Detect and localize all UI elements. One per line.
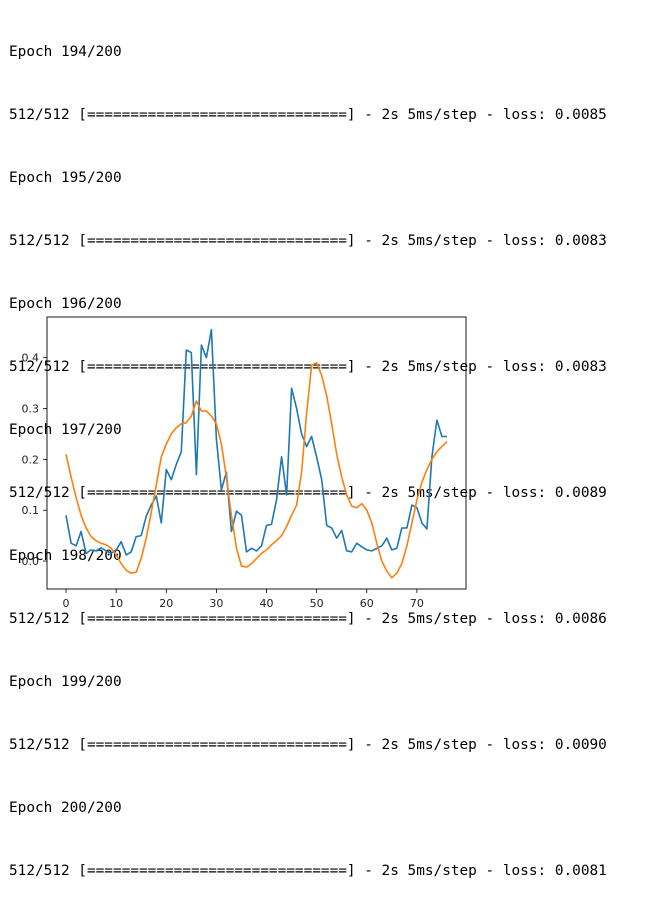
y-tick-label: 0.0 (22, 555, 40, 568)
y-tick-label: 0.4 (22, 352, 40, 365)
log-line-progress-196: 512/512 [==============================]… (9, 359, 607, 375)
line-chart: 0 10 20 30 40 50 60 70 0.0 0.1 0.2 0.3 0.4 (22, 316, 467, 610)
log-line-progress-194: 512/512 [==============================]… (9, 107, 607, 123)
x-axis: 0 10 20 30 40 50 60 70 (63, 589, 424, 610)
log-line-epoch-195: Epoch 195/200 (9, 170, 122, 186)
log-line-epoch-200: Epoch 200/200 (9, 800, 122, 816)
log-line-progress-198: 512/512 [==============================]… (9, 611, 607, 627)
log-line-epoch-194: Epoch 194/200 (9, 44, 122, 60)
y-tick-label: 0.1 (22, 504, 40, 517)
y-tick-label: 0.3 (22, 403, 40, 416)
x-tick-label: 60 (360, 597, 374, 610)
log-line-progress-195: 512/512 [==============================]… (9, 233, 607, 249)
log-line-epoch-197: Epoch 197/200 (9, 422, 122, 438)
log-line-epoch-198: Epoch 198/200 (9, 548, 122, 564)
series-line-2 (65, 361, 448, 579)
log-line-progress-199: 512/512 [==============================]… (9, 737, 607, 753)
plot-frame (46, 316, 467, 590)
x-tick-label: 50 (310, 597, 324, 610)
x-tick-label: 40 (260, 597, 274, 610)
y-tick-label: 0.2 (22, 453, 40, 466)
x-tick-label: 30 (209, 597, 223, 610)
log-line-epoch-196: Epoch 196/200 (9, 296, 122, 312)
y-axis: 0.0 0.1 0.2 0.3 0.4 (22, 352, 47, 568)
chart-lines (65, 328, 448, 579)
x-tick-label: 20 (159, 597, 173, 610)
log-line-epoch-199: Epoch 199/200 (9, 674, 122, 690)
series-line-1 (65, 328, 447, 556)
x-tick-label: 0 (63, 597, 70, 610)
log-line-progress-200: 512/512 [==============================]… (9, 863, 607, 879)
x-tick-label: 70 (410, 597, 424, 610)
x-tick-label: 10 (109, 597, 123, 610)
